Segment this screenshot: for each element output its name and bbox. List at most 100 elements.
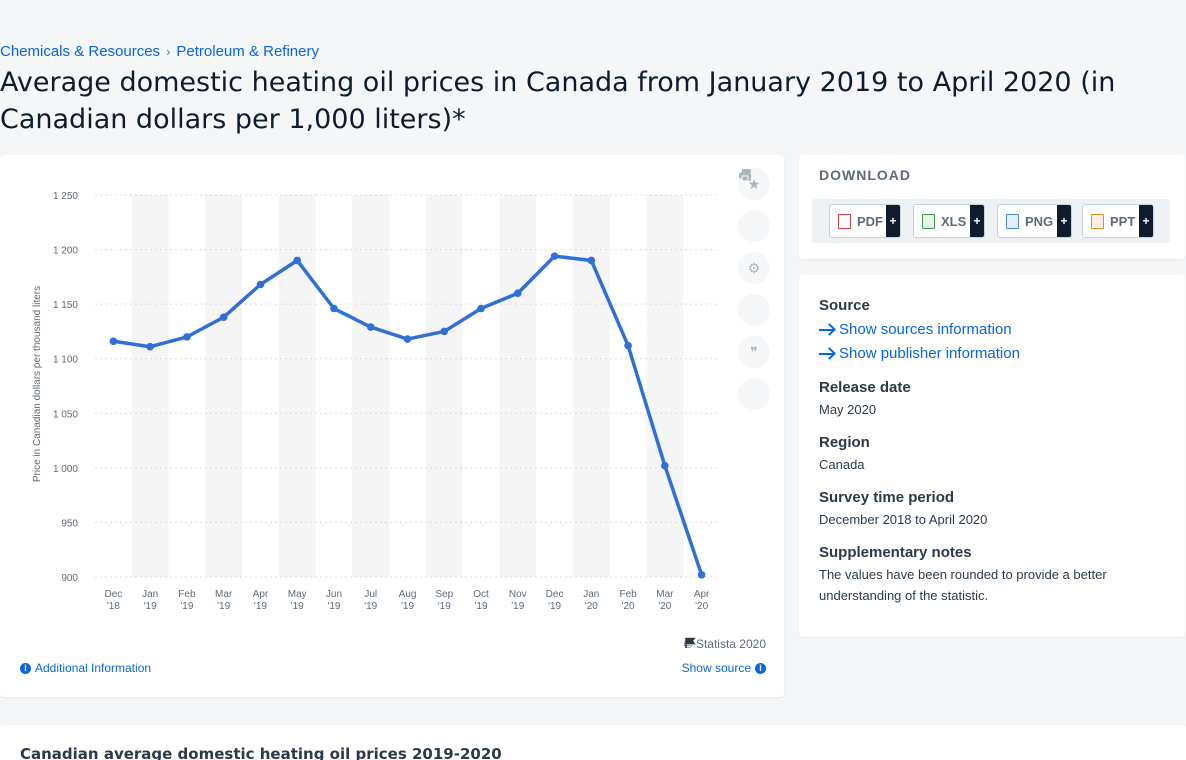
column-band — [131, 195, 169, 577]
x-tick-label: '19 — [401, 601, 414, 612]
statistic-details: Source Show sources information Show pub… — [799, 275, 1185, 637]
x-tick-label: '19 — [180, 601, 193, 612]
y-tick-label: 950 — [61, 518, 78, 529]
x-tick-label: Jul — [364, 589, 377, 600]
x-tick-label: Sep — [435, 589, 453, 600]
x-tick-label: Apr — [694, 589, 710, 600]
y-tick-label: 1 100 — [53, 355, 78, 366]
x-tick-label: '19 — [364, 601, 377, 612]
chart-card: 900 950 1 000 1 050 1 100 1 150 1 200 1 250 Pric… — [0, 155, 784, 697]
data-point — [183, 333, 191, 341]
breadcrumb-item-petroleum[interactable]: Petroleum & Refinery — [176, 43, 319, 60]
column-band — [425, 195, 463, 577]
column-band — [352, 195, 390, 577]
x-tick-label: Jun — [326, 589, 342, 600]
supplementary-notes-value: The values have been rounded to provide … — [819, 567, 1107, 603]
additional-info-label: Additional Information — [35, 661, 152, 675]
download-png-label: PNG — [1025, 213, 1054, 229]
x-tick-label: Apr — [253, 589, 269, 600]
x-tick-label: Jan — [583, 589, 599, 600]
supplementary-notes-heading: Supplementary notes — [819, 544, 972, 561]
show-publisher-link[interactable]: Show publisher information — [819, 345, 1020, 362]
download-pdf-button[interactable]: PDF + — [829, 204, 901, 238]
show-source-label: Show source — [681, 661, 751, 675]
x-tick-label: '19 — [475, 601, 488, 612]
breadcrumb: Chemicals & Resources › Petroleum & Refi… — [0, 43, 319, 60]
download-ppt-label: PPT — [1110, 213, 1136, 229]
data-point — [513, 289, 522, 298]
plus-icon: + — [886, 205, 900, 237]
x-tick-label: Dec — [546, 589, 564, 600]
related-statistic-card: Canadian average domestic heating oil pr… — [0, 725, 1186, 760]
column-band — [572, 195, 610, 577]
x-tick-label: '19 — [144, 601, 157, 612]
data-point — [477, 304, 485, 313]
x-tick-label: Mar — [215, 589, 233, 600]
data-point — [256, 280, 265, 289]
print-icon[interactable] — [738, 169, 770, 410]
data-point — [366, 323, 375, 331]
column-band — [646, 195, 684, 577]
x-tick-label: Mar — [656, 589, 674, 600]
download-title: DOWNLOAD — [819, 167, 911, 183]
survey-period-value: December 2018 to April 2020 — [819, 512, 988, 527]
quote-icon[interactable]: ❞ — [738, 336, 770, 368]
png-file-icon — [1006, 213, 1019, 229]
data-point — [697, 571, 706, 579]
plus-icon: + — [970, 205, 984, 237]
region-heading: Region — [819, 434, 870, 451]
breadcrumb-item-chemicals[interactable]: Chemicals & Resources — [0, 43, 161, 60]
show-sources-link[interactable]: Show sources information — [819, 321, 1012, 338]
xls-file-icon — [922, 213, 935, 229]
x-tick-label: '19 — [254, 601, 267, 612]
data-point — [550, 252, 559, 260]
flag-icon[interactable] — [684, 637, 696, 649]
download-ppt-button[interactable]: PPT + — [1082, 204, 1154, 238]
info-icon: i — [20, 662, 31, 674]
data-point — [109, 337, 118, 346]
x-tick-label: Jan — [142, 589, 158, 600]
line-chart: 900 950 1 000 1 050 1 100 1 150 1 200 1 250 Pric… — [32, 191, 720, 612]
data-point — [440, 327, 449, 336]
x-tick-label: '19 — [438, 601, 451, 612]
y-tick-label: 1 200 — [53, 246, 78, 257]
page-title: Average domestic heating oil prices in C… — [0, 67, 1116, 135]
additional-info-link[interactable]: i Additional Information — [20, 661, 151, 675]
survey-period-heading: Survey time period — [819, 489, 955, 506]
download-card: DOWNLOAD PDF + XLS + PNG + PPT + — [799, 155, 1185, 259]
x-tick-label: '20 — [658, 601, 671, 612]
data-point — [330, 304, 338, 313]
x-tick-label: '18 — [107, 601, 120, 612]
download-png-button[interactable]: PNG + — [997, 204, 1072, 238]
x-tick-label: '20 — [585, 601, 598, 612]
show-source-link[interactable]: Show source i — [682, 661, 766, 675]
column-band — [205, 195, 243, 577]
y-tick-label: 1 250 — [53, 191, 78, 202]
x-tick-label: '19 — [327, 601, 340, 612]
top-bar — [0, 0, 1186, 38]
column-band — [499, 195, 537, 577]
gear-icon[interactable]: ⚙ — [738, 252, 770, 284]
pdf-file-icon — [838, 213, 851, 229]
download-xls-button[interactable]: XLS + — [913, 204, 985, 238]
y-axis-label: Price in Canadian dollars per thousand l… — [32, 286, 43, 482]
chevron-right-icon: › — [166, 44, 171, 59]
show-publisher-label: Show publisher information — [839, 345, 1020, 362]
data-point — [403, 335, 412, 343]
x-tick-label: '20 — [622, 601, 635, 612]
x-tick-label: Nov — [509, 589, 527, 600]
share-icon[interactable] — [738, 169, 770, 326]
region-value: Canada — [819, 457, 865, 472]
y-tick-label: 900 — [61, 573, 78, 584]
y-tick-label: 1 050 — [53, 409, 78, 420]
x-tick-label: May — [288, 589, 307, 600]
data-point — [587, 256, 596, 265]
info-icon: i — [755, 662, 766, 674]
y-tick-label: 1 000 — [53, 464, 78, 475]
data-point — [293, 256, 302, 265]
bell-icon[interactable] — [738, 169, 770, 242]
x-tick-label: '20 — [695, 601, 708, 612]
download-pdf-label: PDF — [857, 213, 883, 229]
arrow-right-icon — [819, 352, 833, 355]
